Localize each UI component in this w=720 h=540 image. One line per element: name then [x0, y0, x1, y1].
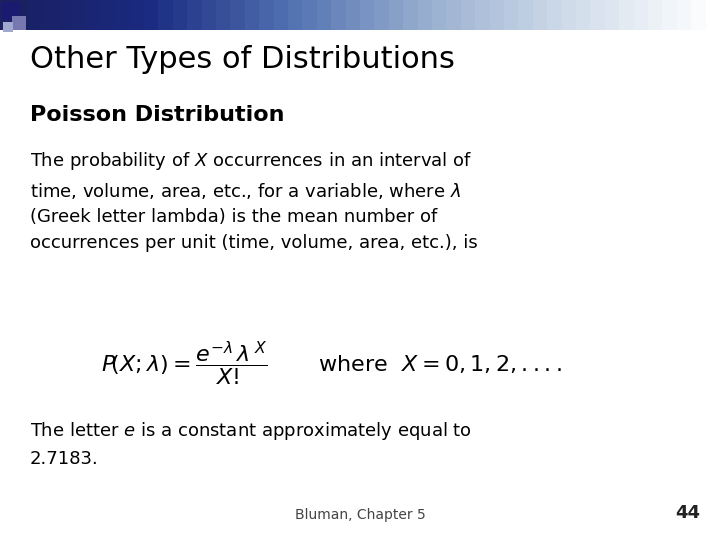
Bar [691, 0, 706, 30]
Bar [12, 16, 26, 30]
Bar [58, 0, 72, 30]
Bar [533, 0, 547, 30]
Bar [461, 0, 475, 30]
Bar [130, 0, 144, 30]
Bar [331, 0, 346, 30]
Bar [389, 0, 403, 30]
Text: $P\!\left(X;\lambda\right)=\dfrac{e^{-\lambda}\,\lambda^{\,X}}{X!}$$\quad\quad$ : $P\!\left(X;\lambda\right)=\dfrac{e^{-\l… [101, 340, 562, 388]
Bar [706, 0, 720, 30]
Bar [518, 0, 533, 30]
Bar [29, 0, 43, 30]
Bar [144, 0, 158, 30]
Bar [475, 0, 490, 30]
Text: Other Types of Distributions: Other Types of Distributions [30, 45, 455, 74]
Bar [245, 0, 259, 30]
Bar [446, 0, 461, 30]
Bar [648, 0, 662, 30]
Bar [547, 0, 562, 30]
Bar [115, 0, 130, 30]
Bar [216, 0, 230, 30]
Bar [187, 0, 202, 30]
Bar [14, 0, 29, 30]
Bar [403, 0, 418, 30]
Bar [86, 0, 101, 30]
Bar [634, 0, 648, 30]
Bar [3, 22, 13, 32]
Bar [43, 0, 58, 30]
Text: Bluman, Chapter 5: Bluman, Chapter 5 [294, 508, 426, 522]
Bar [101, 0, 115, 30]
Bar [346, 0, 360, 30]
Bar [202, 0, 216, 30]
Text: Poisson Distribution: Poisson Distribution [30, 105, 284, 125]
Bar [72, 0, 86, 30]
Bar [605, 0, 619, 30]
Bar [490, 0, 504, 30]
Bar [432, 0, 446, 30]
Bar [288, 0, 302, 30]
Bar [274, 0, 288, 30]
Bar [230, 0, 245, 30]
Bar [562, 0, 576, 30]
Bar [619, 0, 634, 30]
Bar [374, 0, 389, 30]
Text: 44: 44 [675, 504, 700, 522]
Bar [0, 0, 14, 30]
Text: The probability of $X$ occurrences in an interval of
time, volume, area, etc., f: The probability of $X$ occurrences in an… [30, 150, 478, 252]
Bar [2, 2, 20, 20]
Bar [173, 0, 187, 30]
Bar [302, 0, 317, 30]
Bar [360, 0, 374, 30]
Bar [158, 0, 173, 30]
Bar [677, 0, 691, 30]
Bar [576, 0, 590, 30]
Bar [317, 0, 331, 30]
Bar [590, 0, 605, 30]
Bar [418, 0, 432, 30]
Bar [504, 0, 518, 30]
Text: The letter $e$ is a constant approximately equal to
2.7183.: The letter $e$ is a constant approximate… [30, 420, 472, 468]
Bar [259, 0, 274, 30]
Bar [662, 0, 677, 30]
